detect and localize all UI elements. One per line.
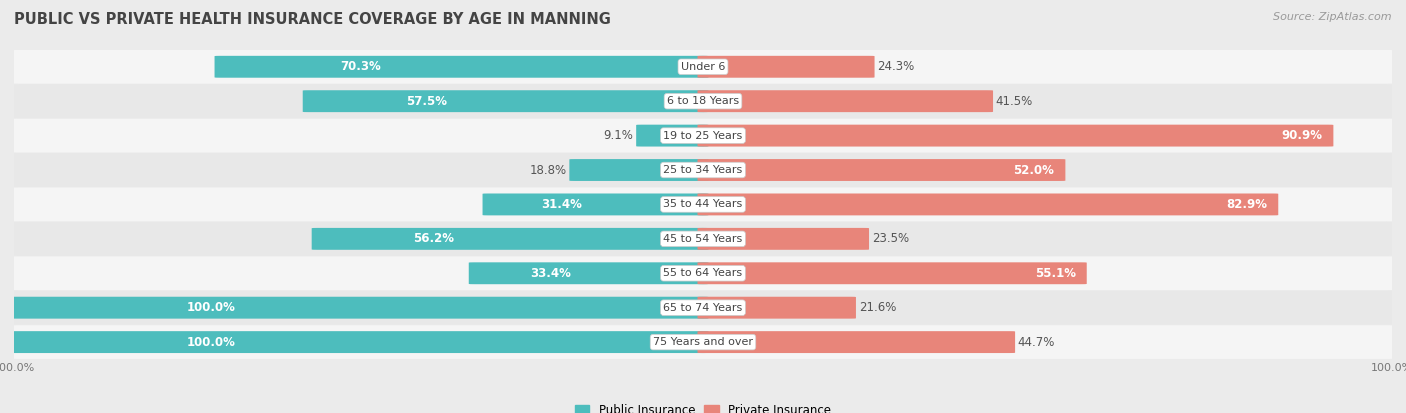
Text: 45 to 54 Years: 45 to 54 Years bbox=[664, 234, 742, 244]
Text: 75 Years and over: 75 Years and over bbox=[652, 337, 754, 347]
FancyBboxPatch shape bbox=[636, 125, 709, 147]
FancyBboxPatch shape bbox=[13, 84, 1393, 118]
FancyBboxPatch shape bbox=[13, 188, 1393, 221]
FancyBboxPatch shape bbox=[215, 56, 709, 78]
Text: 44.7%: 44.7% bbox=[1018, 336, 1056, 349]
Text: 23.5%: 23.5% bbox=[872, 233, 908, 245]
Text: 31.4%: 31.4% bbox=[541, 198, 582, 211]
Text: 100.0%: 100.0% bbox=[186, 336, 235, 349]
Text: 90.9%: 90.9% bbox=[1281, 129, 1323, 142]
Text: 25 to 34 Years: 25 to 34 Years bbox=[664, 165, 742, 175]
FancyBboxPatch shape bbox=[312, 228, 709, 250]
FancyBboxPatch shape bbox=[697, 193, 1278, 216]
FancyBboxPatch shape bbox=[13, 325, 1393, 359]
FancyBboxPatch shape bbox=[697, 228, 869, 250]
Text: 52.0%: 52.0% bbox=[1014, 164, 1054, 176]
Text: Source: ZipAtlas.com: Source: ZipAtlas.com bbox=[1274, 12, 1392, 22]
Text: 57.5%: 57.5% bbox=[406, 95, 447, 108]
FancyBboxPatch shape bbox=[13, 153, 1393, 187]
Legend: Public Insurance, Private Insurance: Public Insurance, Private Insurance bbox=[571, 399, 835, 413]
FancyBboxPatch shape bbox=[13, 50, 1393, 84]
Text: Under 6: Under 6 bbox=[681, 62, 725, 72]
FancyBboxPatch shape bbox=[468, 262, 709, 284]
FancyBboxPatch shape bbox=[697, 159, 1066, 181]
Text: 55.1%: 55.1% bbox=[1035, 267, 1076, 280]
FancyBboxPatch shape bbox=[302, 90, 709, 112]
Text: 21.6%: 21.6% bbox=[859, 301, 896, 314]
Text: 41.5%: 41.5% bbox=[995, 95, 1033, 108]
FancyBboxPatch shape bbox=[697, 297, 856, 319]
Text: 6 to 18 Years: 6 to 18 Years bbox=[666, 96, 740, 106]
FancyBboxPatch shape bbox=[13, 222, 1393, 256]
FancyBboxPatch shape bbox=[13, 291, 1393, 325]
Text: 70.3%: 70.3% bbox=[340, 60, 381, 73]
FancyBboxPatch shape bbox=[569, 159, 709, 181]
FancyBboxPatch shape bbox=[697, 331, 1015, 353]
Text: 24.3%: 24.3% bbox=[877, 60, 914, 73]
Text: 19 to 25 Years: 19 to 25 Years bbox=[664, 131, 742, 140]
Text: PUBLIC VS PRIVATE HEALTH INSURANCE COVERAGE BY AGE IN MANNING: PUBLIC VS PRIVATE HEALTH INSURANCE COVER… bbox=[14, 12, 612, 27]
Text: 18.8%: 18.8% bbox=[530, 164, 567, 176]
FancyBboxPatch shape bbox=[697, 125, 1333, 147]
Text: 55 to 64 Years: 55 to 64 Years bbox=[664, 268, 742, 278]
FancyBboxPatch shape bbox=[13, 119, 1393, 152]
Text: 65 to 74 Years: 65 to 74 Years bbox=[664, 303, 742, 313]
FancyBboxPatch shape bbox=[697, 56, 875, 78]
Text: 56.2%: 56.2% bbox=[412, 233, 454, 245]
Text: 35 to 44 Years: 35 to 44 Years bbox=[664, 199, 742, 209]
FancyBboxPatch shape bbox=[13, 256, 1393, 290]
FancyBboxPatch shape bbox=[10, 297, 709, 319]
Text: 100.0%: 100.0% bbox=[186, 301, 235, 314]
FancyBboxPatch shape bbox=[697, 90, 993, 112]
Text: 82.9%: 82.9% bbox=[1226, 198, 1267, 211]
FancyBboxPatch shape bbox=[697, 262, 1087, 284]
FancyBboxPatch shape bbox=[482, 193, 709, 216]
FancyBboxPatch shape bbox=[10, 331, 709, 353]
Text: 33.4%: 33.4% bbox=[530, 267, 571, 280]
Text: 9.1%: 9.1% bbox=[603, 129, 634, 142]
